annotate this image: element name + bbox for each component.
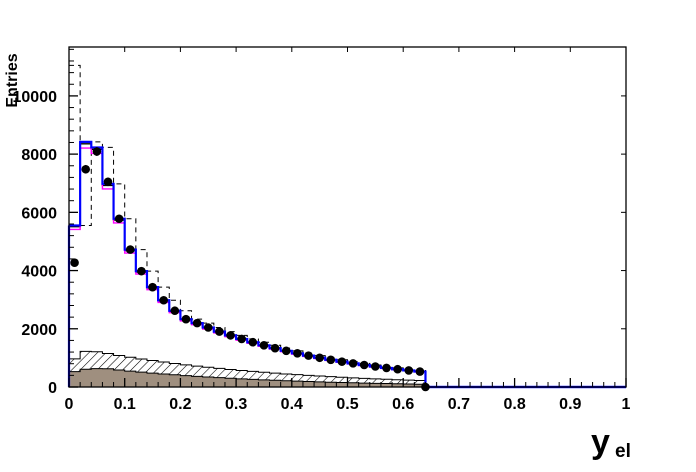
svg-text:0.5: 0.5 — [336, 396, 358, 413]
svg-text:el: el — [615, 441, 631, 462]
svg-text:0: 0 — [65, 396, 74, 413]
svg-text:0.2: 0.2 — [169, 396, 191, 413]
svg-text:4000: 4000 — [21, 264, 57, 281]
svg-text:0.4: 0.4 — [281, 396, 303, 413]
svg-text:0.8: 0.8 — [503, 396, 525, 413]
svg-text:0.6: 0.6 — [392, 396, 414, 413]
svg-text:0: 0 — [48, 380, 57, 397]
svg-text:y: y — [591, 423, 610, 461]
svg-text:1: 1 — [622, 396, 631, 413]
svg-text:0.3: 0.3 — [225, 396, 247, 413]
svg-text:8000: 8000 — [21, 147, 57, 164]
svg-text:0.7: 0.7 — [448, 396, 470, 413]
svg-text:2000: 2000 — [21, 322, 57, 339]
svg-text:6000: 6000 — [21, 205, 57, 222]
svg-text:0.1: 0.1 — [114, 396, 136, 413]
svg-text:Entries: Entries — [4, 53, 21, 107]
svg-text:0.9: 0.9 — [559, 396, 581, 413]
